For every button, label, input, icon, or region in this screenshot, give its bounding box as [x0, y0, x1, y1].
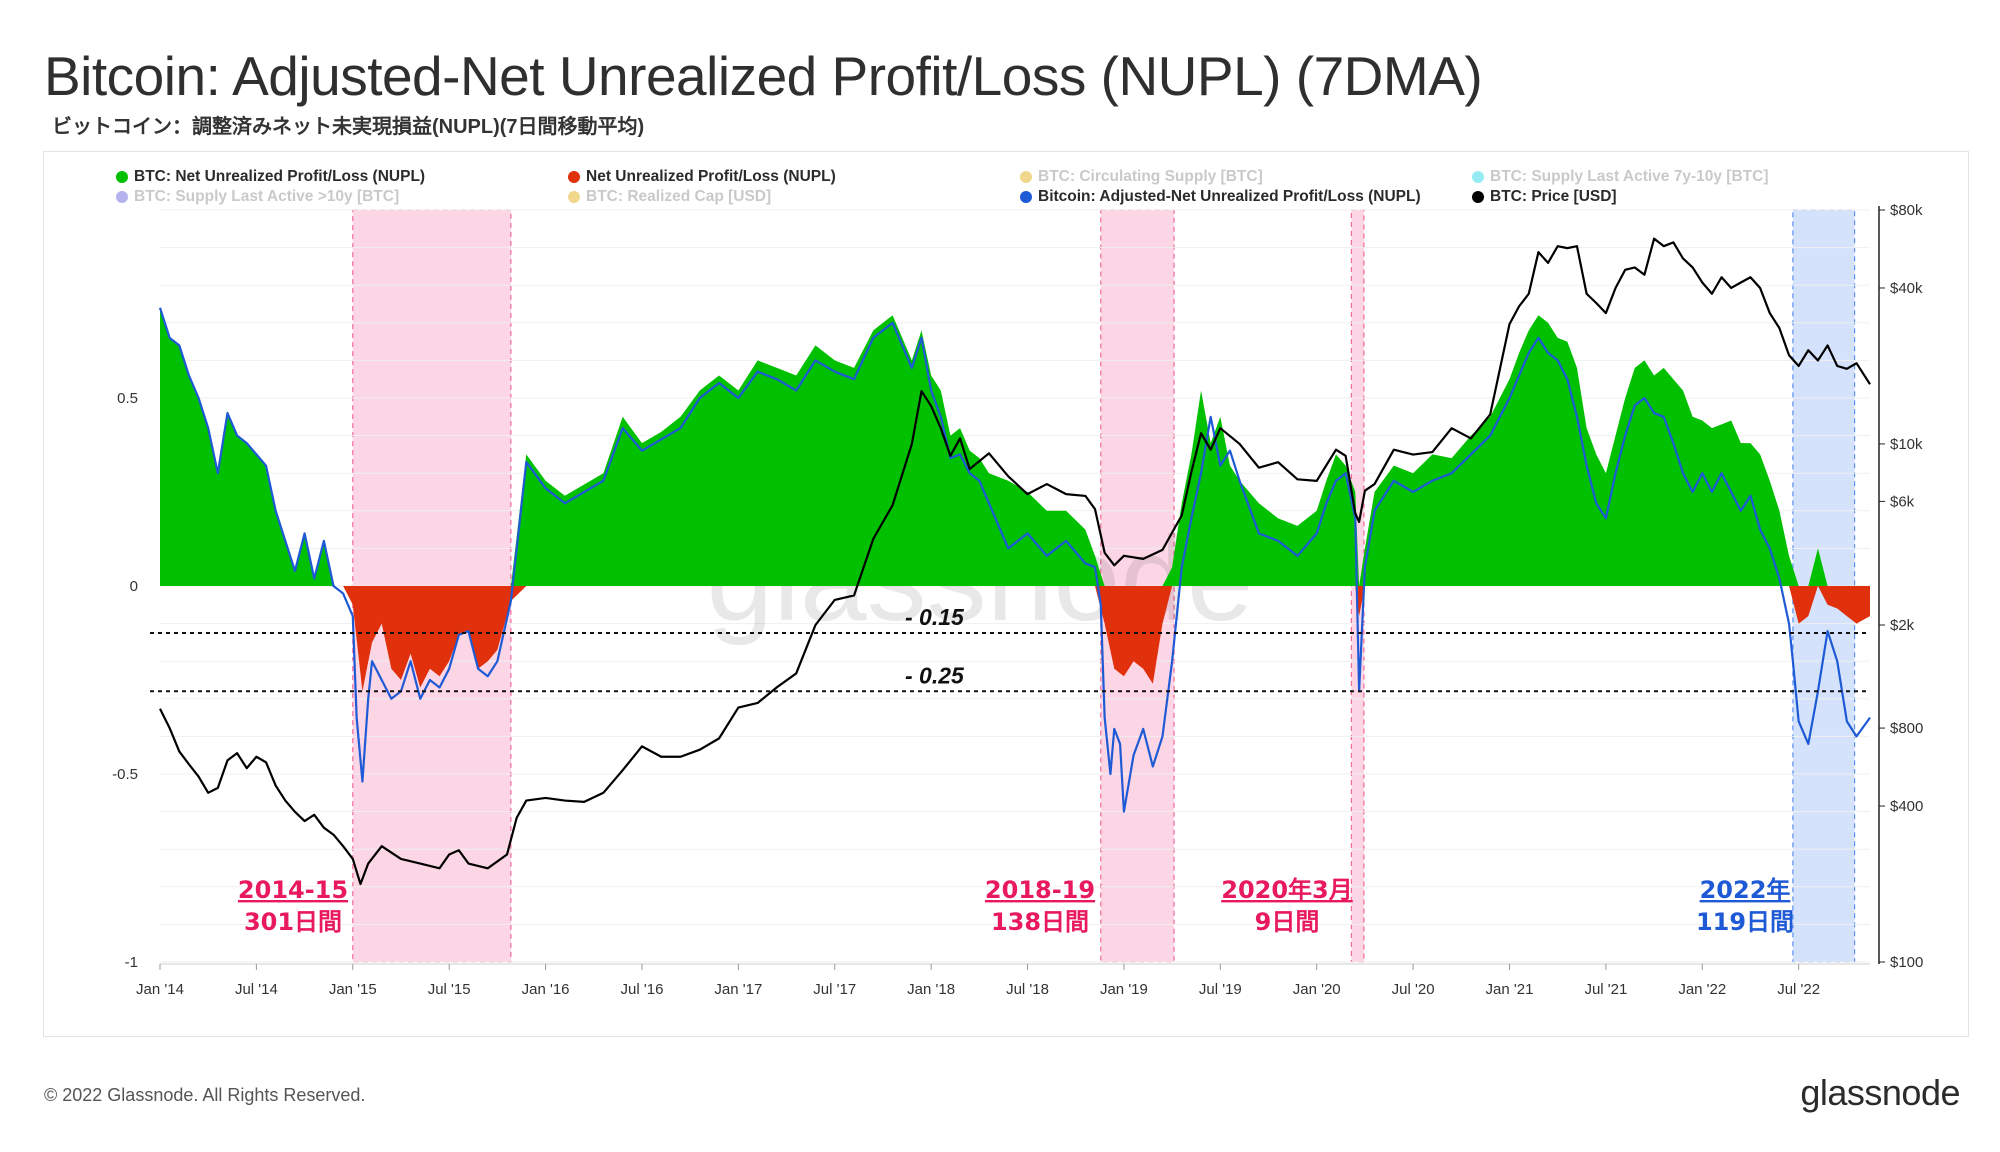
legend-item-realized-cap[interactable]: BTC: Realized Cap [USD] — [568, 188, 771, 206]
y-right-tick-label: $80k — [1890, 202, 1923, 219]
x-tick-label: Jul '19 — [1199, 981, 1242, 998]
legend-label: BTC: Price [USD] — [1490, 188, 1617, 205]
btc-price-line — [159, 237, 1871, 886]
legend-label: Bitcoin: Adjusted-Net Unrealized Profit/… — [1038, 188, 1421, 205]
nupl-area — [160, 307, 1870, 692]
y-right-tick-label: $800 — [1890, 720, 1923, 737]
x-tick-label: Jan '19 — [1100, 981, 1148, 998]
legend-dot-icon — [1020, 171, 1032, 183]
legend-label: BTC: Realized Cap [USD] — [586, 188, 772, 205]
legend-item-adjusted-nupl[interactable]: Bitcoin: Adjusted-Net Unrealized Profit/… — [1020, 188, 1421, 206]
legend-label: BTC: Net Unrealized Profit/Loss (NUPL) — [134, 168, 426, 185]
x-tick-label: Jan '20 — [1293, 981, 1341, 998]
legend-item-nupl[interactable]: BTC: Net Unrealized Profit/Loss (NUPL) — [116, 168, 425, 186]
x-tick-label: Jul '16 — [621, 981, 664, 998]
y-left-tick-label: 0 — [130, 578, 138, 595]
x-tick-label: Jul '20 — [1392, 981, 1435, 998]
band-label-3-days: 9日間 — [1255, 908, 1320, 936]
legend-dot-icon — [116, 191, 128, 203]
legend-item-circulating-supply[interactable]: BTC: Circulating Supply [BTC] — [1020, 168, 1263, 186]
y-left-tick-label: 0.5 — [117, 390, 138, 407]
page-subtitle: ビットコイン：調整済みネット未実現損益(NUPL)(7日間移動平均) — [52, 116, 645, 138]
legend-dot-icon — [1020, 191, 1032, 203]
y-right-tick-label: $400 — [1890, 798, 1923, 815]
band-label-3-period: 2020年3月 — [1221, 876, 1353, 904]
y-right-tick-label: $2k — [1890, 617, 1915, 634]
x-tick-label: Jan '15 — [329, 981, 377, 998]
band-label-2-period: 2018-19 — [985, 876, 1095, 904]
legend-dot-icon — [116, 171, 128, 183]
y-right-tick-label: $40k — [1890, 280, 1923, 297]
x-tick-label: Jul '15 — [428, 981, 471, 998]
x-tick-label: Jan '14 — [136, 981, 184, 998]
legend-label: BTC: Supply Last Active 7y-10y [BTC] — [1490, 168, 1769, 185]
brand-logo: glassnode — [1800, 1072, 1960, 1113]
legend-label: BTC: Supply Last Active >10y [BTC] — [134, 188, 400, 205]
x-tick-label: Jul '18 — [1006, 981, 1049, 998]
x-tick-label: Jan '17 — [714, 981, 762, 998]
legend-dot-icon — [568, 191, 580, 203]
band-label-4-period: 2022年 — [1700, 876, 1791, 904]
page-title: Bitcoin: Adjusted-Net Unrealized Profit/… — [44, 45, 1483, 107]
y-left-tick-label: -1 — [125, 954, 138, 971]
x-tick-label: Jan '18 — [907, 981, 955, 998]
y-right-tick-label: $100 — [1890, 954, 1923, 971]
axes: Jan '14 Jul '14 Jan '15 Jul '15 Jan '16 Jul '… — [112, 202, 1923, 998]
legend-dot-icon — [1472, 171, 1484, 183]
band-label-1-days: 301日間 — [244, 908, 342, 936]
legend-item-supply-7y-10y[interactable]: BTC: Supply Last Active 7y-10y [BTC] — [1472, 168, 1768, 186]
x-tick-label: Jul '22 — [1777, 981, 1820, 998]
copyright-text: © 2022 Glassnode. All Rights Reserved. — [44, 1085, 366, 1105]
band-labels: 2014-15 301日間 2018-19 138日間 2020年3月 9日間 2022年 1… — [238, 876, 1794, 936]
reference-lines: - 0.15 - 0.25 — [150, 604, 1870, 693]
x-tick-label: Jan '22 — [1678, 981, 1726, 998]
legend-dot-icon — [568, 171, 580, 183]
legend-label: Net Unrealized Profit/Loss (NUPL) — [586, 168, 836, 185]
reference-label-1: - 0.15 — [905, 604, 965, 630]
y-right-tick-label: $10k — [1890, 436, 1923, 453]
nupl-positive-area — [160, 307, 1870, 586]
band-label-4-days: 119日間 — [1696, 908, 1794, 936]
x-tick-label: Jul '21 — [1584, 981, 1627, 998]
x-tick-label: Jul '14 — [235, 981, 278, 998]
adjusted-nupl-line — [158, 307, 1871, 813]
legend-item-price[interactable]: BTC: Price [USD] — [1472, 188, 1617, 206]
series-lines — [158, 237, 1871, 886]
y-left-tick-label: -0.5 — [112, 766, 138, 783]
x-tick-label: Jan '16 — [522, 981, 570, 998]
band-label-1-period: 2014-15 — [238, 876, 348, 904]
chart-legend: BTC: Net Unrealized Profit/Loss (NUPL) N… — [72, 168, 1952, 208]
legend-dot-icon — [1472, 191, 1484, 203]
legend-item-supply-10y[interactable]: BTC: Supply Last Active >10y [BTC] — [116, 188, 399, 206]
legend-item-nupl-negative[interactable]: Net Unrealized Profit/Loss (NUPL) — [568, 168, 836, 186]
band-label-2-days: 138日間 — [991, 908, 1089, 936]
legend-label: BTC: Circulating Supply [BTC] — [1038, 168, 1263, 185]
x-tick-label: Jan '21 — [1486, 981, 1534, 998]
x-tick-label: Jul '17 — [813, 981, 856, 998]
y-right-tick-label: $6k — [1890, 493, 1915, 510]
reference-label-2: - 0.25 — [905, 662, 965, 688]
